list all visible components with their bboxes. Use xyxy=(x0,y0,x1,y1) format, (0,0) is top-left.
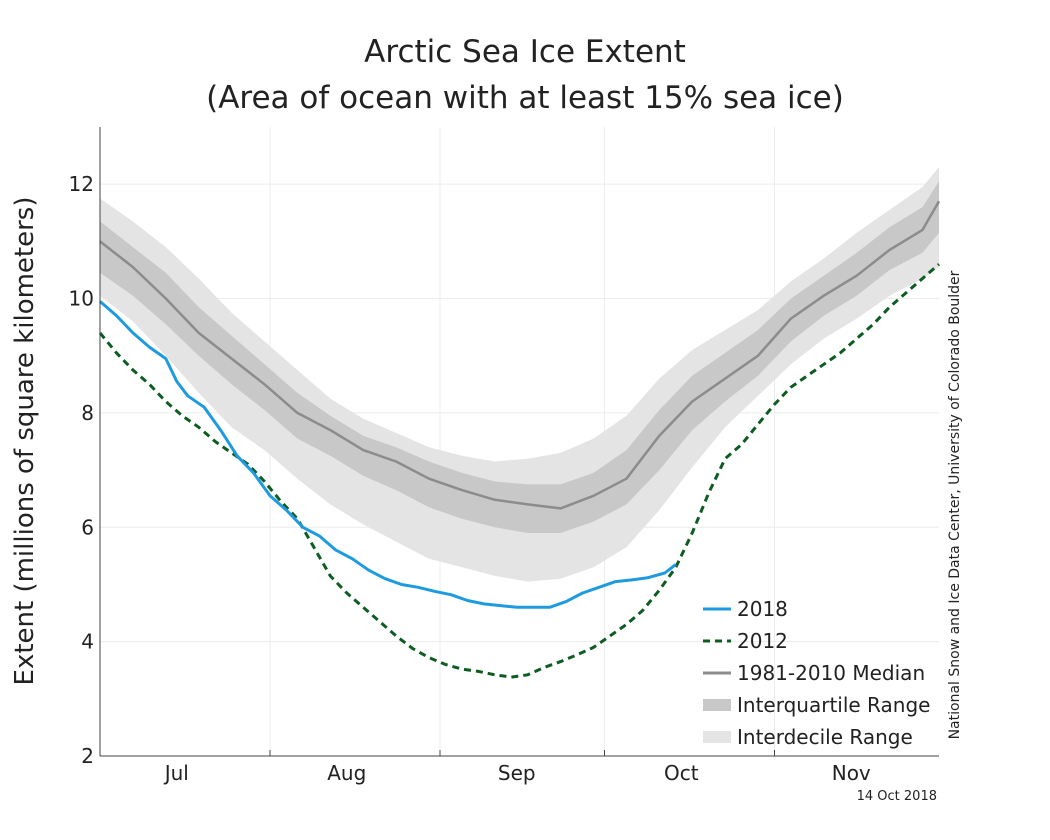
series-2018-line xyxy=(99,300,677,609)
y-tick-label: 2 xyxy=(81,744,94,768)
y-axis-label: Extent (millions of square kilometers) xyxy=(10,197,40,686)
y-tick-label: 8 xyxy=(81,401,94,425)
chart-title: Arctic Sea Ice Extent xyxy=(364,34,686,70)
x-tick-label: Nov xyxy=(832,761,871,785)
legend-swatch xyxy=(703,699,731,711)
legend-swatch xyxy=(703,731,731,743)
x-tick-label: Sep xyxy=(498,761,536,785)
legend-label: 2018 xyxy=(737,597,788,621)
x-tick-label: Aug xyxy=(327,761,366,785)
interquartile-band xyxy=(100,181,939,534)
y-tick-label: 6 xyxy=(81,515,94,539)
plot-area: 2 4 6 8 10 12 Jul Aug Sep Oct Nov 2018 2012 1981-2010… xyxy=(69,127,941,785)
date-stamp: 14 Oct 2018 xyxy=(857,789,937,804)
legend-label: Interquartile Range xyxy=(737,693,930,717)
y-tick-label: 10 xyxy=(69,287,94,311)
legend-label: 1981-2010 Median xyxy=(737,661,925,685)
median-line xyxy=(99,200,941,510)
interdecile-band xyxy=(100,167,939,582)
y-tick-label: 12 xyxy=(69,172,94,196)
chart-subtitle: (Area of ocean with at least 15% sea ice… xyxy=(206,80,844,116)
x-tick-label: Jul xyxy=(163,761,189,785)
x-tick-label: Oct xyxy=(664,761,699,785)
legend-label: 2012 xyxy=(737,629,788,653)
credit-text: National Snow and Ice Data Center, Unive… xyxy=(947,270,963,739)
y-tick-label: 4 xyxy=(81,630,94,654)
legend-label: Interdecile Range xyxy=(737,725,913,749)
